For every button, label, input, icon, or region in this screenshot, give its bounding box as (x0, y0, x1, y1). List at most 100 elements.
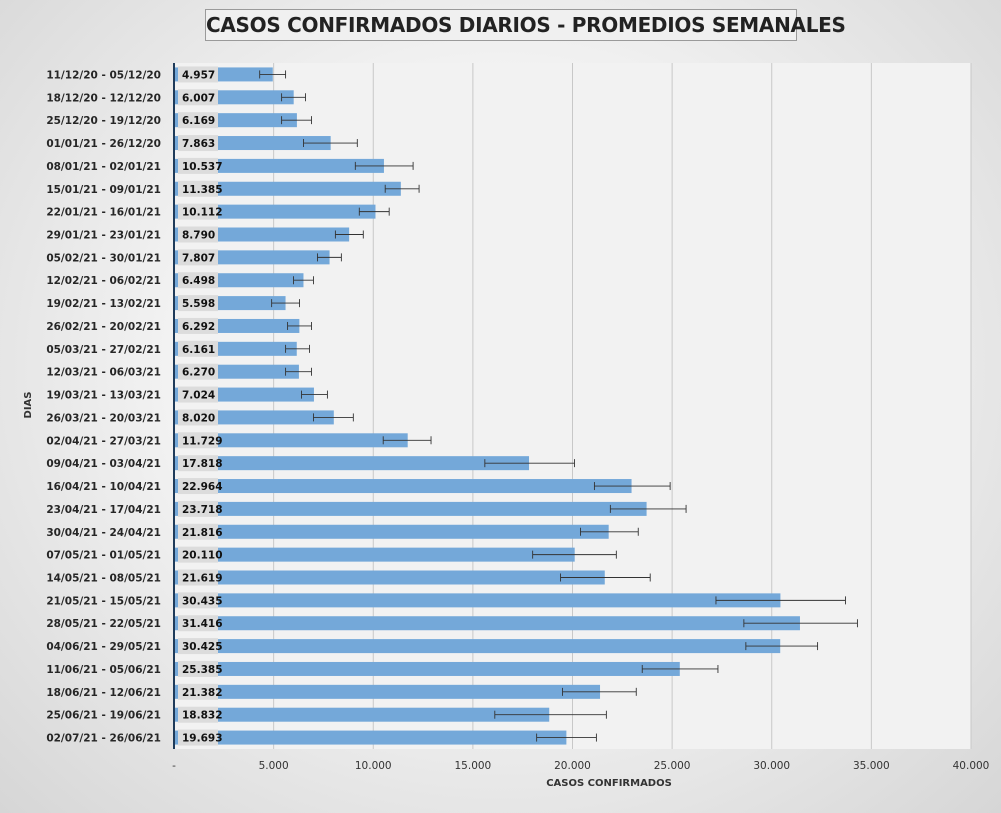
category-label: 08/01/21 - 02/01/21 (46, 161, 161, 173)
category-label: 15/01/21 - 09/01/21 (46, 184, 161, 196)
value-label: 17.818 (182, 458, 223, 470)
value-label-box (178, 523, 218, 540)
x-tick-label: 25.000 (654, 760, 691, 772)
value-label-box (178, 432, 218, 449)
value-label: 30.425 (182, 641, 223, 653)
category-label: 07/05/21 - 01/05/21 (46, 550, 161, 562)
value-label: 7.024 (182, 390, 215, 402)
error-bars (259, 70, 858, 742)
value-label-box (178, 226, 218, 243)
bar (174, 661, 680, 676)
value-label-box (178, 500, 218, 517)
category-label: 26/02/21 - 20/02/21 (46, 321, 161, 333)
value-label-box (178, 157, 218, 174)
bar (174, 547, 575, 562)
x-tick-label: 30.000 (753, 760, 790, 772)
category-label: 30/04/21 - 24/04/21 (46, 527, 161, 539)
value-label: 8.020 (182, 412, 215, 424)
value-label-box (178, 249, 218, 266)
y-axis-title: DIAS (23, 392, 34, 419)
chart-title: CASOS CONFIRMADOS DIARIOS - PROMEDIOS SE… (205, 9, 846, 41)
category-label: 05/02/21 - 30/01/21 (46, 252, 161, 264)
bar (174, 204, 376, 219)
value-label: 10.112 (182, 207, 223, 219)
value-label: 6.498 (182, 275, 215, 287)
value-label: 21.619 (182, 573, 223, 585)
gridlines (273, 63, 972, 749)
category-label: 11/06/21 - 05/06/21 (46, 664, 161, 676)
bar (174, 639, 781, 654)
category-label: 18/12/20 - 12/12/20 (46, 92, 161, 104)
value-label: 25.385 (182, 664, 223, 676)
value-label-box (178, 683, 218, 700)
value-label-box (178, 386, 218, 403)
x-axis-title: CASOS CONFIRMADOS (546, 778, 672, 789)
category-label: 11/12/20 - 05/12/20 (46, 69, 161, 81)
bar (174, 616, 800, 631)
category-label: 02/07/21 - 26/06/21 (46, 733, 161, 745)
value-label: 7.807 (182, 252, 215, 264)
value-label: 21.816 (182, 527, 223, 539)
x-tick-label: 5.000 (259, 760, 289, 772)
category-labels: 11/12/20 - 05/12/20 18/12/20 - 12/12/20 25… (46, 69, 161, 744)
category-label: 28/05/21 - 22/05/21 (46, 618, 161, 630)
category-label: 21/05/21 - 15/05/21 (46, 595, 161, 607)
value-label-box (178, 66, 218, 83)
value-label: 6.161 (182, 344, 215, 356)
value-label-box (178, 340, 218, 357)
category-label: 25/12/20 - 19/12/20 (46, 115, 161, 127)
bar (174, 181, 401, 196)
category-label: 29/01/21 - 23/01/21 (46, 230, 161, 242)
value-label: 6.292 (182, 321, 215, 333)
value-label: 21.382 (182, 687, 223, 699)
value-label-box (178, 135, 218, 152)
value-label-box (178, 409, 218, 426)
value-label: 18.832 (182, 710, 223, 722)
value-labels: 4.957 6.007 6.169 7.863 10.537 11.385 10.112 8.… (178, 66, 223, 746)
value-label: 7.863 (182, 138, 215, 150)
category-label: 12/02/21 - 06/02/21 (46, 275, 161, 287)
x-tick-label: 35.000 (853, 760, 890, 772)
value-label: 6.169 (182, 115, 215, 127)
value-label: 11.385 (182, 184, 223, 196)
value-label-box (178, 317, 218, 334)
value-label: 20.110 (182, 550, 223, 562)
value-label: 6.270 (182, 367, 215, 379)
category-label: 01/01/21 - 26/12/20 (46, 138, 161, 150)
bar (174, 433, 408, 448)
category-label: 16/04/21 - 10/04/21 (46, 481, 161, 493)
value-label-box (178, 112, 218, 129)
value-label-box (178, 203, 218, 220)
x-tick-labels: - 5.000 10.000 15.000 20.000 25.000 30.000 35.0… (172, 760, 989, 772)
x-tick-label: 15.000 (455, 760, 492, 772)
value-label: 4.957 (182, 69, 215, 81)
category-label: 18/06/21 - 12/06/21 (46, 687, 161, 699)
bar (174, 730, 567, 745)
value-label-box (178, 180, 218, 197)
value-label-box (178, 455, 218, 472)
x-tick-label: 10.000 (355, 760, 392, 772)
x-tick-label: 20.000 (554, 760, 591, 772)
category-label: 19/02/21 - 13/02/21 (46, 298, 161, 310)
value-label-box (178, 615, 218, 632)
value-label-box (178, 478, 218, 495)
category-label: 09/04/21 - 03/04/21 (46, 458, 161, 470)
category-label: 04/06/21 - 29/05/21 (46, 641, 161, 653)
bar (174, 456, 530, 471)
bar (174, 684, 601, 699)
value-label-box (178, 89, 218, 106)
value-label-box (178, 660, 218, 677)
value-label-box (178, 638, 218, 655)
value-label: 10.537 (182, 161, 223, 173)
category-label: 19/03/21 - 13/03/21 (46, 390, 161, 402)
category-label: 23/04/21 - 17/04/21 (46, 504, 161, 516)
value-label-box (178, 592, 218, 609)
value-label: 31.416 (182, 618, 223, 630)
bar (174, 158, 384, 173)
category-label: 25/06/21 - 19/06/21 (46, 710, 161, 722)
bar (174, 707, 550, 722)
value-label: 19.693 (182, 733, 223, 745)
category-label: 22/01/21 - 16/01/21 (46, 207, 161, 219)
value-label-box (178, 363, 218, 380)
